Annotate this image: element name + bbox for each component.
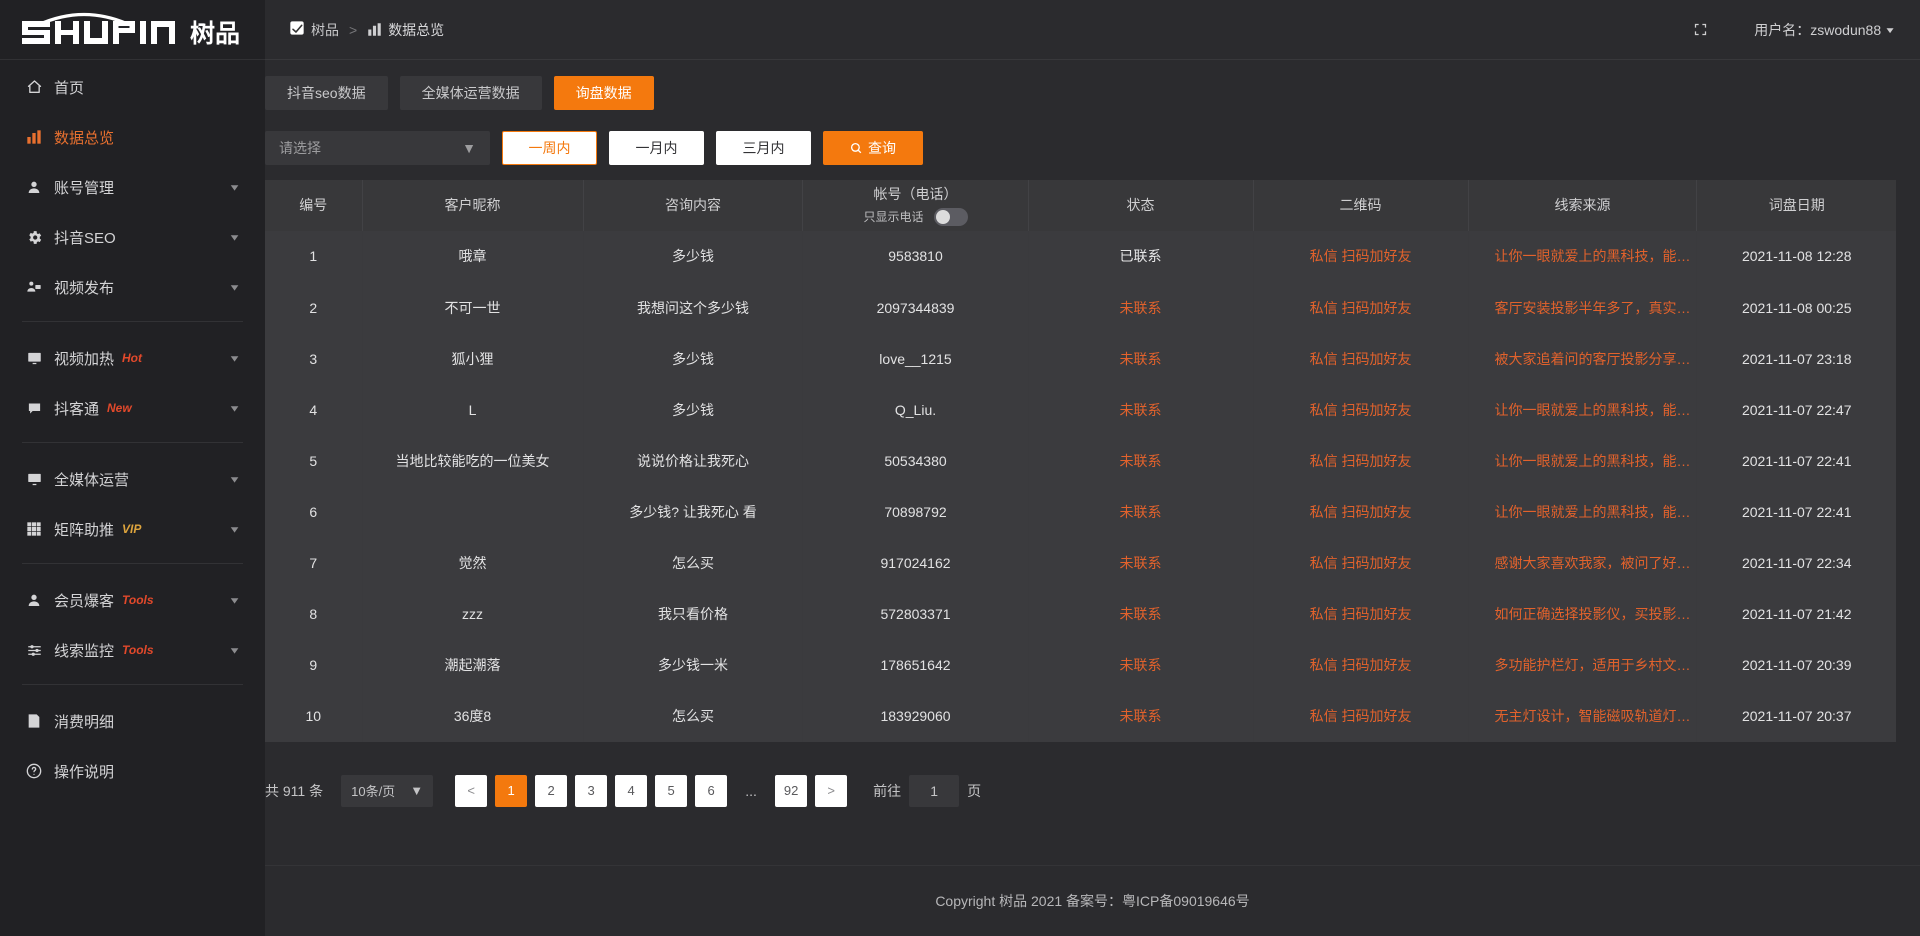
svg-text:树品: 树品 bbox=[190, 20, 240, 48]
